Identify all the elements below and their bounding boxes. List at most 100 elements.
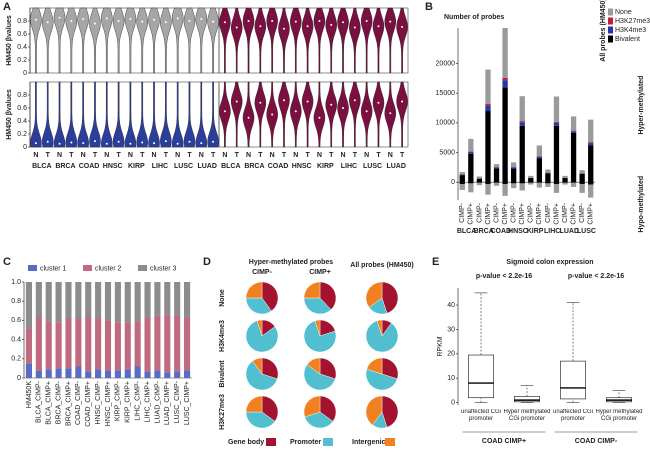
hypo-bar-segment <box>528 182 534 183</box>
x-sub-label: CIMP+ <box>570 203 577 225</box>
x-sub-label: T <box>282 152 287 159</box>
y-tick-label: 0.2 <box>11 356 21 363</box>
violin <box>313 7 326 74</box>
x-sub-label: T <box>164 152 169 159</box>
x-tick-label: COAD_CIMP- <box>75 380 82 425</box>
bar-segment <box>536 158 542 183</box>
x-sub-label: N <box>388 152 393 159</box>
bar-segment <box>45 321 52 370</box>
box <box>559 360 586 400</box>
bar-segment <box>183 282 191 318</box>
hypo-bar-segment <box>553 183 560 193</box>
violin <box>337 81 349 148</box>
x-sub-label: N <box>104 152 109 159</box>
x-sub-label: N <box>152 152 157 159</box>
x-sub-label: N <box>317 152 322 159</box>
x-sub-label: CIMP+ <box>536 203 543 225</box>
bar-segment <box>536 156 542 159</box>
violin-median <box>93 140 96 143</box>
x-tick-label: KIRP <box>317 163 334 170</box>
bar-segment <box>519 125 525 183</box>
violin <box>195 81 208 148</box>
bar-segment <box>579 170 585 174</box>
pie-slice <box>303 281 321 299</box>
x-tick-label: KIRP <box>128 163 145 170</box>
x-tick-label: Hyper methylated CGi promoter <box>503 409 551 422</box>
y-axis-label: HM450 βvalues <box>6 15 13 66</box>
pie-slice <box>381 357 399 380</box>
violin <box>77 81 89 148</box>
bar-segment <box>553 96 560 123</box>
x-tick-label: LUAD <box>560 228 579 235</box>
bar-segment <box>55 322 62 369</box>
bar-segment <box>114 282 121 323</box>
x-tick-label: COAD <box>79 163 100 170</box>
violin <box>207 7 219 74</box>
bar-segment <box>134 366 141 378</box>
violin <box>65 81 78 148</box>
x-sub-label: T <box>46 152 51 159</box>
bar-segment <box>476 176 483 179</box>
x-tick-label: HNSC_CIMP- <box>95 380 102 424</box>
bar-segment <box>35 317 42 371</box>
x-tick-label: BLCA <box>457 228 476 235</box>
violin-median <box>342 21 345 24</box>
pie-slice <box>245 320 279 353</box>
violin-median <box>212 140 215 143</box>
x-tick-label: LUSC <box>577 228 596 235</box>
x-tick-label: LUAD_CIMP+ <box>164 381 171 425</box>
x-tick-label: Hyper methylated CGi promoter <box>595 409 643 422</box>
bar-segment <box>174 282 181 316</box>
bar-segment <box>25 328 33 364</box>
y-tick-label: 0.8 <box>11 298 21 305</box>
annotation: p-value < 2.2e-16 <box>476 273 532 280</box>
x-sub-label: N <box>33 152 38 159</box>
y-tick-label: 1.0 <box>11 279 21 286</box>
violin <box>396 81 408 148</box>
violin <box>195 7 208 74</box>
panel-letter: D <box>203 256 211 268</box>
violin-median <box>34 142 37 145</box>
column-label: CIMP+ <box>309 269 331 276</box>
bar-segment <box>75 318 82 367</box>
bar-segment <box>468 151 474 154</box>
violin <box>41 81 54 148</box>
violin-median <box>164 140 167 143</box>
bar-segment <box>174 315 181 372</box>
x-sub-label: N <box>270 152 275 159</box>
x-sub-label: T <box>258 152 263 159</box>
violin <box>30 81 42 148</box>
pie-slice <box>261 357 279 380</box>
hypo-bar-segment <box>493 182 500 186</box>
violin <box>360 81 373 148</box>
x-sub-label: CIMP+ <box>519 203 526 225</box>
y-tick-label: 0.4 <box>17 118 27 125</box>
group-label: COAD CIMP+ <box>482 438 526 445</box>
bar-segment <box>459 171 465 175</box>
violin <box>53 7 66 74</box>
violin <box>53 81 66 148</box>
violin-median <box>153 142 156 145</box>
x-sub-label: T <box>305 152 310 159</box>
legend-label: cluster 2 <box>95 265 122 272</box>
x-sub-label: CIMP- <box>528 202 535 223</box>
bar-segment <box>485 105 491 112</box>
hypo-bar-segment <box>579 182 585 184</box>
x-sub-label: CIMP+ <box>468 203 475 225</box>
violin-median <box>117 20 120 22</box>
bar-segment <box>545 169 551 173</box>
bar-segment <box>485 103 491 106</box>
hypo-bar-segment <box>519 183 525 191</box>
side-label: Hyper-methylated <box>638 76 645 135</box>
x-tick-label: unaffected CGi promoter <box>553 409 593 422</box>
x-tick-label: BLCA_CIMP+ <box>46 381 53 425</box>
legend-swatch <box>28 265 37 271</box>
bar-segment <box>485 69 491 104</box>
violin <box>266 7 278 74</box>
bar-segment <box>476 178 483 183</box>
box <box>513 396 540 403</box>
violin-median <box>58 16 61 19</box>
bar-segment <box>85 371 92 378</box>
violin-median <box>259 25 262 28</box>
